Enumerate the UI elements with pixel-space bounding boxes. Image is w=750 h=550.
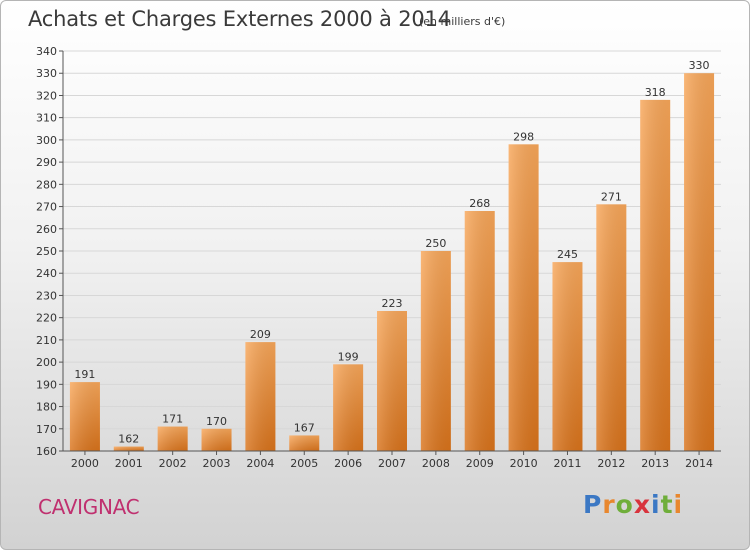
x-tick-label: 2004	[246, 457, 274, 470]
bar-shade	[552, 262, 583, 451]
y-tick-label: 300	[36, 134, 57, 147]
bar-shade	[377, 311, 407, 451]
bar-shade	[157, 426, 188, 451]
x-axis-ticks: 2000 2001 2002 2003 2004 2005 2006 2007 2008 2009…	[71, 451, 713, 470]
x-tick-label: 2001	[115, 457, 143, 470]
y-tick-label: 220	[36, 312, 57, 325]
logo-letter: x	[633, 490, 651, 519]
y-tick-label: 310	[36, 112, 57, 125]
place-name: CAVIGNAC	[38, 495, 140, 519]
x-tick-label: 2009	[466, 457, 494, 470]
logo-letter: P	[583, 490, 603, 519]
data-label: 171	[162, 413, 183, 426]
y-tick-label: 210	[36, 334, 57, 347]
bar-shade	[289, 435, 320, 451]
logo-letter: i	[651, 490, 661, 519]
bar-shade	[201, 428, 232, 451]
data-label: 330	[689, 59, 710, 72]
x-tick-label: 2003	[203, 457, 231, 470]
y-tick-label: 160	[36, 445, 57, 458]
y-tick-label: 200	[36, 356, 57, 369]
bar-shade	[113, 446, 144, 451]
chart-title: Achats et Charges Externes 2000 à 2014	[28, 7, 451, 31]
x-tick-label: 2002	[159, 457, 187, 470]
data-label: 199	[338, 350, 359, 363]
y-tick-label: 280	[36, 178, 57, 191]
y-tick-label: 180	[36, 401, 57, 414]
bars	[69, 73, 715, 452]
x-tick-label: 2007	[378, 457, 406, 470]
data-label: 271	[601, 190, 622, 203]
data-label: 209	[250, 328, 271, 341]
y-tick-label: 270	[36, 201, 57, 214]
x-tick-label: 2005	[290, 457, 318, 470]
logo-letter: i	[673, 490, 684, 519]
x-tick-label: 2008	[422, 457, 450, 470]
y-tick-label: 290	[36, 156, 57, 169]
unit-note: (en milliers d'€)	[419, 15, 506, 28]
data-label: 167	[294, 421, 315, 434]
x-tick-label: 2006	[334, 457, 362, 470]
y-tick-label: 170	[36, 423, 57, 436]
bar-shade	[69, 382, 100, 451]
logo-letter: o	[615, 490, 634, 519]
data-label: 223	[382, 297, 403, 310]
y-axis-ticks: 160 170 180 190 200 210 220 230 240 250 260 270 280 2…	[36, 45, 63, 458]
bar-shade	[464, 211, 495, 451]
x-tick-label: 2000	[71, 457, 99, 470]
proxiti-logo: Proxiti	[583, 490, 683, 519]
x-tick-label: 2011	[553, 457, 581, 470]
data-label: 191	[74, 368, 95, 381]
data-label: 298	[513, 130, 534, 143]
y-tick-label: 260	[36, 223, 57, 236]
data-labels: 191 162 171 170 209 167 199 223 250 268 298 245 271 3…	[74, 59, 709, 445]
y-tick-label: 230	[36, 289, 57, 302]
x-tick-label: 2012	[597, 457, 625, 470]
y-tick-label: 190	[36, 378, 57, 391]
logo-letter: r	[602, 490, 616, 519]
x-tick-label: 2010	[510, 457, 538, 470]
bar-shade	[333, 364, 364, 451]
bar-shade	[684, 73, 715, 451]
bar-shade	[596, 204, 627, 451]
logo-letter: t	[660, 490, 674, 519]
y-tick-label: 320	[36, 89, 57, 102]
data-label: 245	[557, 248, 578, 261]
x-tick-label: 2013	[641, 457, 669, 470]
data-label: 170	[206, 415, 227, 428]
bar-shade	[640, 99, 671, 451]
data-label: 318	[645, 86, 666, 99]
bar-shade	[420, 251, 451, 451]
data-label: 162	[118, 433, 139, 446]
bar-shade	[508, 144, 539, 452]
y-tick-label: 250	[36, 245, 57, 258]
x-tick-label: 2014	[685, 457, 713, 470]
bar-shade	[245, 342, 276, 451]
y-tick-label: 340	[36, 45, 57, 58]
data-label: 250	[425, 237, 446, 250]
y-tick-label: 240	[36, 267, 57, 280]
y-tick-label: 330	[36, 67, 57, 80]
data-label: 268	[469, 197, 490, 210]
